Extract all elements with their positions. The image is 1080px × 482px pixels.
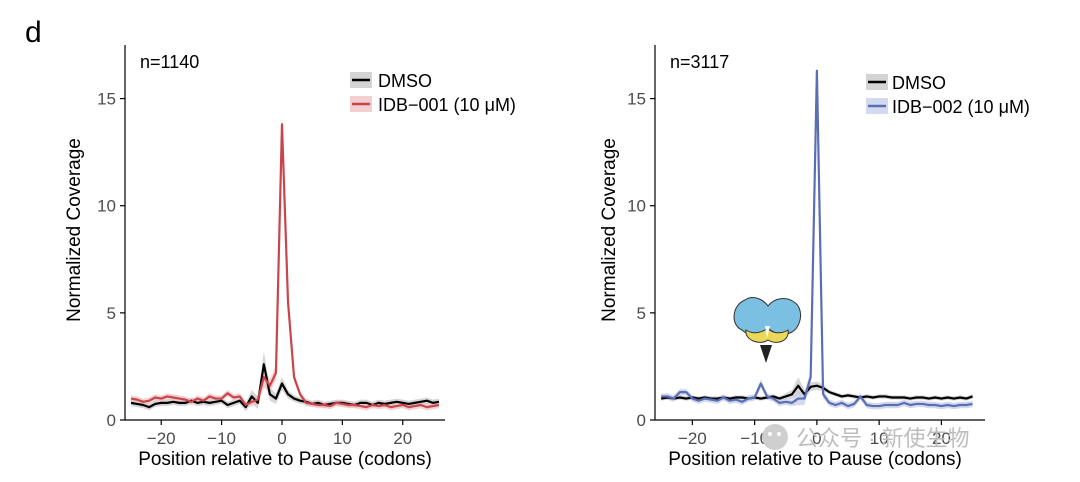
series-band-0 xyxy=(661,377,973,401)
y-tick-label: 15 xyxy=(627,90,646,109)
series-line-1 xyxy=(661,69,973,408)
series-line-1 xyxy=(130,123,440,409)
y-tick-label: 15 xyxy=(97,90,116,109)
x-tick-label: 10 xyxy=(870,429,889,448)
ribosome-icon xyxy=(733,297,801,343)
wechat-icon xyxy=(762,424,788,450)
y-tick-label: 0 xyxy=(107,411,116,430)
x-tick-label: 20 xyxy=(393,429,412,448)
n-label: n=1140 xyxy=(140,52,199,72)
x-axis-title: Position relative to Pause (codons) xyxy=(668,449,962,470)
legend: DMSO IDB−002 (10 μM) xyxy=(866,73,1030,117)
arrow-down-icon xyxy=(760,345,772,363)
series-line-0 xyxy=(661,384,973,400)
watermark-text: 公众号 · 新使生物 xyxy=(796,426,970,451)
legend: DMSO IDB−001 (10 μM) xyxy=(350,71,516,115)
legend-label-treatment: IDB−001 (10 μM) xyxy=(378,95,516,115)
x-tick-label: 20 xyxy=(932,429,951,448)
chart-panel-right: 0 5 10 15 −20 −10 0 10 20 n=3117 DMSO IDB−002 (1… xyxy=(599,45,1030,470)
series-band-1 xyxy=(131,117,439,411)
legend-label-dmso: DMSO xyxy=(378,71,432,91)
series-line-0 xyxy=(130,363,440,409)
y-tick-label: 5 xyxy=(637,304,646,323)
ribosome-tunnel xyxy=(765,326,770,338)
x-tick-label: −20 xyxy=(678,429,707,448)
y-tick-label: 0 xyxy=(637,411,646,430)
panel-letter: d xyxy=(25,16,42,49)
legend-label-treatment: IDB−002 (10 μM) xyxy=(892,97,1030,117)
x-tick-label: 0 xyxy=(277,429,286,448)
x-tick-label: 10 xyxy=(333,429,352,448)
x-tick-label: −10 xyxy=(207,429,236,448)
y-tick-label: 10 xyxy=(97,197,116,216)
legend-label-dmso: DMSO xyxy=(892,73,946,93)
n-label: n=3117 xyxy=(670,52,729,72)
y-axis-title: Normalized Coverage xyxy=(64,138,85,322)
y-axis-title: Normalized Coverage xyxy=(599,138,620,322)
y-tick-label: 10 xyxy=(627,197,646,216)
x-axis-title: Position relative to Pause (codons) xyxy=(138,449,432,470)
x-tick-label: −10 xyxy=(740,429,769,448)
chart-panel-left: 0 5 10 15 −20 −10 0 10 20 n=1140 DMSO IDB−001 (1… xyxy=(64,45,516,470)
x-tick-label: −20 xyxy=(147,429,176,448)
y-tick-label: 5 xyxy=(107,304,116,323)
x-tick-label: 0 xyxy=(812,429,821,448)
watermark: 公众号 · 新使生物 xyxy=(762,424,970,451)
